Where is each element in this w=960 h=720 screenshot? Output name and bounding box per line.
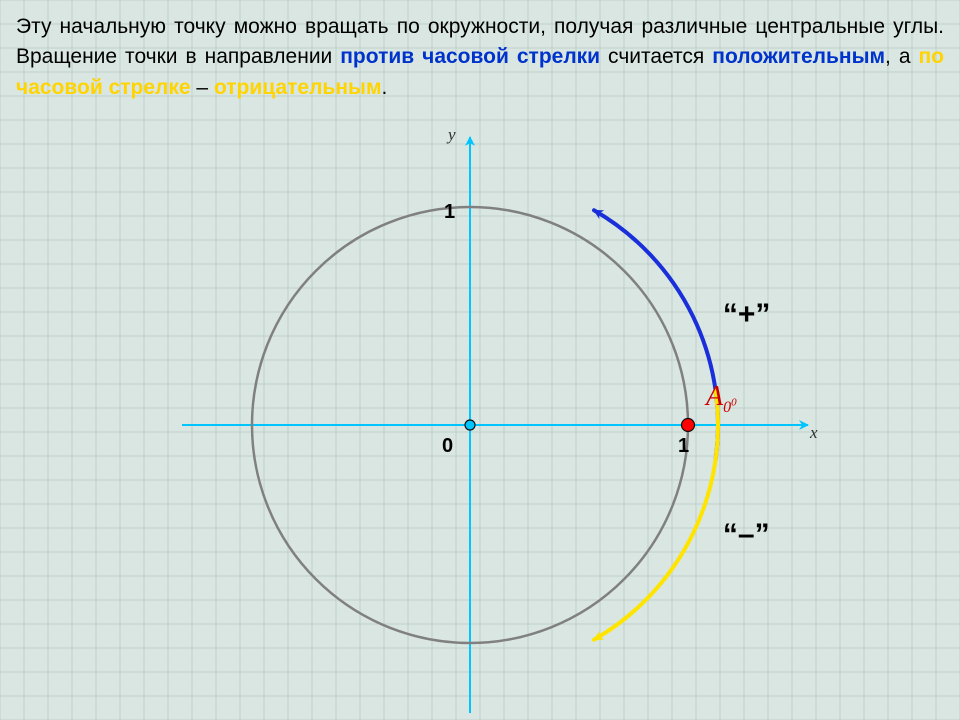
tick-x-label: 1 (678, 435, 689, 458)
cw-minus-label: “–” (723, 518, 770, 552)
diagram-canvas (0, 0, 960, 720)
x-axis-label: x (810, 423, 818, 443)
description-paragraph: Эту начальную точку можно вращать по окр… (16, 12, 944, 103)
ccw-plus-label: “+” (723, 298, 771, 332)
origin-label: 0 (442, 435, 453, 458)
y-axis-label: y (448, 125, 456, 145)
point-a-label: A00 (706, 381, 737, 417)
tick-y-label: 1 (444, 201, 455, 224)
